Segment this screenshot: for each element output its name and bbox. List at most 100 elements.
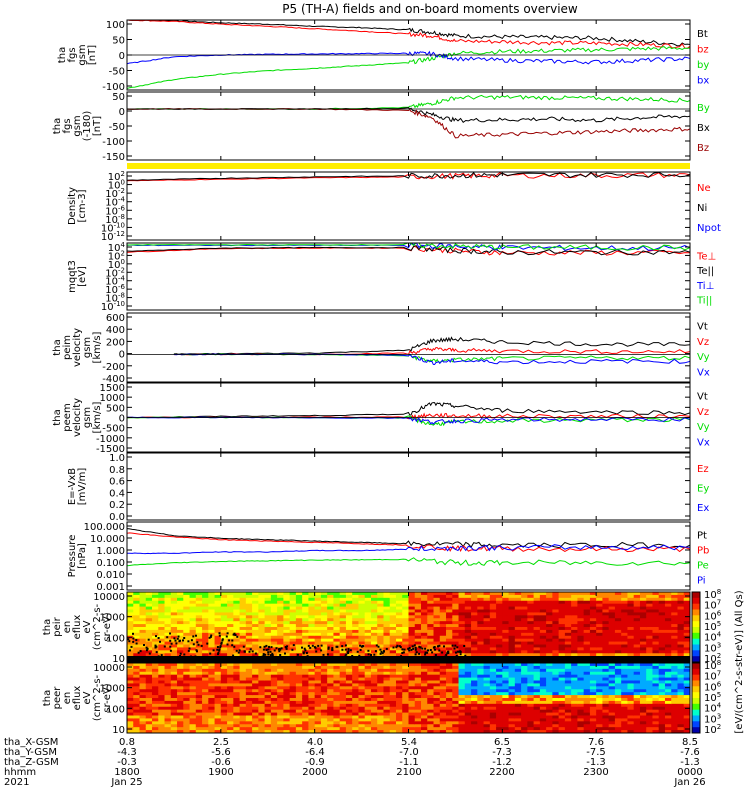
ytick-label: 10-4 bbox=[105, 196, 125, 209]
ytick-label: -1000 bbox=[96, 434, 125, 445]
ytick-label: 10-8 bbox=[105, 213, 125, 226]
series-pressure-pt bbox=[127, 528, 690, 549]
footer-value: 1900 bbox=[208, 767, 233, 778]
ylabel-peir_eflux: thapeirenefluxeV(cm^2-s-sr-eV) bbox=[42, 603, 113, 650]
legend-temps-ti: Ti⊥ bbox=[696, 281, 714, 292]
footer-value: -0.9 bbox=[305, 757, 325, 768]
ytick-label: 400 bbox=[106, 325, 125, 336]
colorbar-1 bbox=[691, 591, 701, 663]
footer-value: -5.6 bbox=[211, 747, 231, 758]
ytick-label: 10-4 bbox=[105, 275, 125, 288]
ytick-label: 1000 bbox=[100, 684, 125, 695]
legend-temps-te: Te|| bbox=[696, 266, 714, 277]
footer-ephemeris: tha_X-GSM 0.8 2.5 4.0 5.4 6.5 7.6 8.5 tha_Y-GSM -… bbox=[4, 737, 706, 788]
ytick-label: 0 bbox=[119, 107, 125, 118]
ytick-label: -150 bbox=[102, 152, 125, 163]
footer-value: -0.6 bbox=[211, 757, 231, 768]
ytick-label: 600 bbox=[106, 313, 125, 324]
panel-frame bbox=[126, 312, 691, 383]
ytick-label: -200 bbox=[102, 362, 125, 373]
ytick-label: 100 bbox=[106, 633, 125, 644]
series-temps-ti bbox=[127, 243, 690, 251]
footer-value: -0.3 bbox=[117, 757, 137, 768]
ytick-label: 100 bbox=[106, 20, 125, 31]
ytick-label: 0.0 bbox=[109, 512, 125, 523]
ylabel-peer_eflux: thapeerenefluxeV(cm^2-s-sr-eV) bbox=[42, 674, 113, 721]
footer-value: 2.5 bbox=[213, 737, 229, 748]
legend-density-ne: Ne bbox=[697, 183, 711, 194]
footer-value: -1.1 bbox=[399, 757, 419, 768]
footer-value: -1.3 bbox=[680, 757, 700, 768]
legend-fgs_gsm-by: by bbox=[697, 60, 709, 71]
footer-row-label: hhmm bbox=[4, 767, 36, 778]
footer-value: 0.8 bbox=[119, 737, 135, 748]
spectrogram-peir_eflux bbox=[127, 592, 690, 662]
ytick-label: -1500 bbox=[96, 444, 125, 455]
footer-value: 4.0 bbox=[307, 737, 323, 748]
legend-fgs_gsm-bx: bx bbox=[697, 75, 709, 86]
panel-efield: 1.00.80.60.40.20.0 E=-VxB[mV/m] Ez Ey Ex bbox=[67, 452, 709, 523]
panel-fgs_gsm_rot: 50 0 -50 -100 -150 thafgsgsm(-180)[nT] By Bx Bz bbox=[52, 91, 710, 163]
ytick-label: 1.000 bbox=[96, 546, 125, 557]
footer-row-label: tha_X-GSM bbox=[4, 737, 58, 748]
series-density-ne bbox=[127, 172, 690, 182]
legend-temps-te: Te⊥ bbox=[696, 251, 716, 262]
footer-value: 2100 bbox=[396, 767, 421, 778]
figure-title: P5 (TH-A) fields and on-board moments ov… bbox=[282, 2, 578, 16]
series-pressure-pi bbox=[127, 544, 690, 555]
panel-frame bbox=[126, 242, 691, 311]
series-peem_velocity-vt bbox=[127, 402, 690, 419]
ylabel-pressure: Pressure[nPa] bbox=[67, 535, 88, 578]
ytick-label: 102 bbox=[108, 249, 125, 262]
legend-pressure-pe: Pe bbox=[697, 561, 709, 572]
footer-value: 5.4 bbox=[401, 737, 417, 748]
legend-peim_velocity-vt: Vt bbox=[697, 322, 708, 333]
ytick-label: 500 bbox=[106, 403, 125, 414]
ytick-label: 1.0 bbox=[109, 453, 125, 464]
panel-frame bbox=[126, 452, 691, 521]
footer-value: -6.4 bbox=[305, 747, 325, 758]
panel-fgs_gsm: 100 50 0 -50 -100 thafgsgsm[nT] Bt bz by bx bbox=[57, 19, 709, 93]
legend-fgs_gsm_rot-by: By bbox=[697, 103, 710, 114]
footer-value: -1.2 bbox=[492, 757, 512, 768]
footer-value: -1.3 bbox=[586, 757, 606, 768]
ytick-label: 10-10 bbox=[101, 221, 125, 234]
legend-fgs_gsm_rot-bz: Bz bbox=[697, 143, 709, 154]
ytick-label: 100 bbox=[108, 258, 125, 271]
colorbars-group: 1081071061051041031021081071061051041031… bbox=[691, 588, 745, 736]
ytick-label: 100 bbox=[106, 704, 125, 715]
panel-frame bbox=[126, 521, 691, 591]
ytick-label: 10-2 bbox=[105, 187, 125, 200]
legend-peem_velocity-vy: Vy bbox=[697, 422, 710, 433]
ytick-label: -500 bbox=[102, 424, 125, 435]
ytick-label: 0.010 bbox=[96, 570, 125, 581]
legend-pressure-pb: Pb bbox=[697, 546, 709, 557]
footer-value: -7.5 bbox=[586, 747, 606, 758]
panel-peer_eflux: 10000 1000 100 10 thapeerenefluxeV(cm^2-s-sr… bbox=[42, 662, 691, 736]
ytick-label: -50 bbox=[109, 67, 125, 78]
ytick-label: 10000 bbox=[93, 592, 125, 603]
ytick-label: 10-10 bbox=[101, 300, 125, 313]
legend-density-npot: Npot bbox=[697, 223, 721, 234]
ylabel-peim_velocity: thapeimvelocitygsm[km/s] bbox=[52, 328, 103, 367]
panel-frame bbox=[126, 91, 691, 161]
legend-peem_velocity-vz: Vz bbox=[697, 407, 709, 418]
colorbar-tick: 103 bbox=[704, 712, 721, 725]
series-fgs_gsm_rot-bx bbox=[127, 107, 690, 123]
footer-value: Jan 26 bbox=[673, 777, 705, 788]
ytick-label: 104 bbox=[108, 241, 126, 254]
footer-value: -7.3 bbox=[492, 747, 512, 758]
ylabel-fgs_gsm_rot: thafgsgsm(-180)[nT] bbox=[52, 111, 103, 142]
series-fgs_gsm-bx bbox=[127, 50, 690, 65]
footer-row-label: tha_Z-GSM bbox=[4, 757, 59, 768]
ytick-label: 0.8 bbox=[109, 465, 125, 476]
ylabel-efield: E=-VxB[mV/m] bbox=[67, 468, 88, 506]
ytick-label: 10-6 bbox=[105, 204, 125, 217]
series-peim_velocity-vt bbox=[173, 336, 690, 355]
colorbar-tick: 108 bbox=[704, 588, 721, 601]
legend-peem_velocity-vt: Vt bbox=[697, 392, 708, 403]
ylabel-temps: mqqt3[eV] bbox=[67, 260, 88, 293]
footer-value: 2200 bbox=[489, 767, 514, 778]
